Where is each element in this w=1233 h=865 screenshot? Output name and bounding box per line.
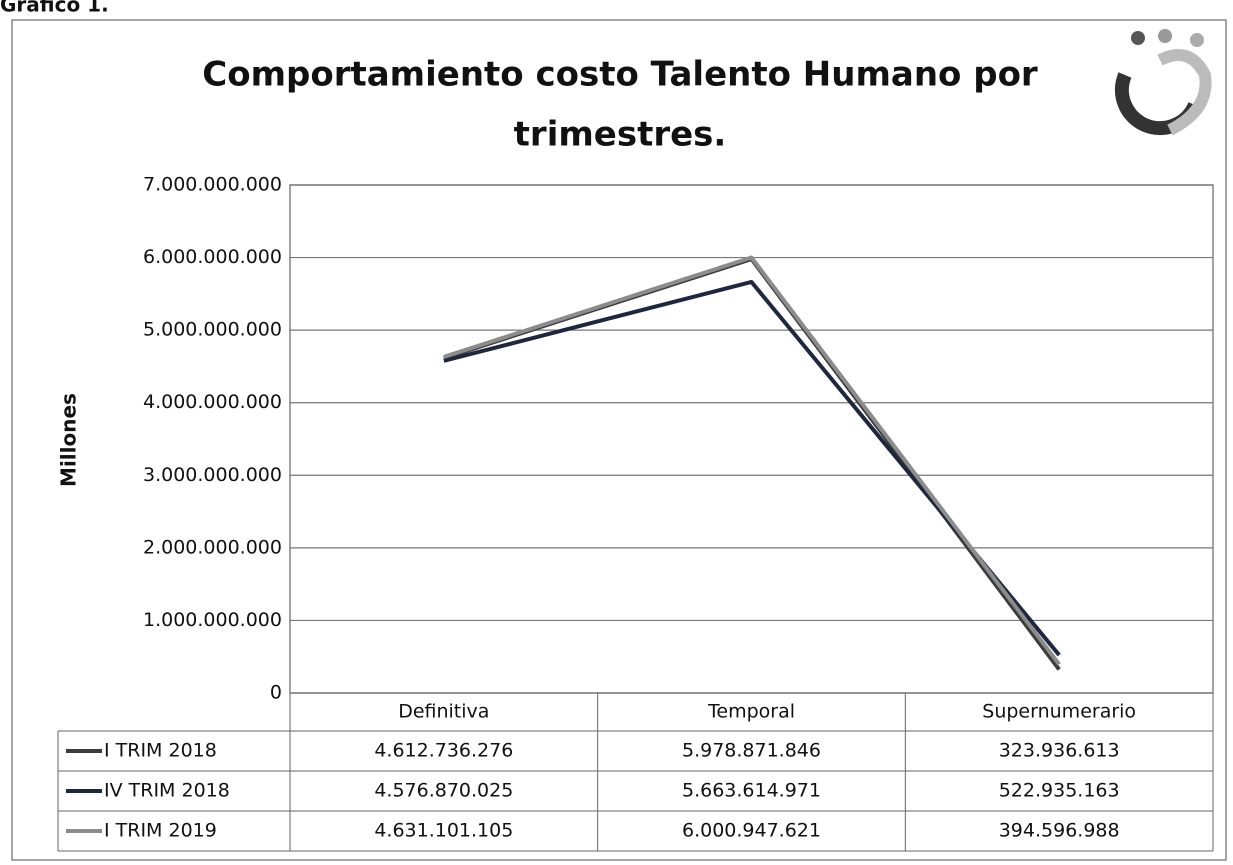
data-label: 394.596.988 [999, 820, 1120, 842]
chart-frame [11, 19, 1227, 861]
chart-title: Comportamiento costo Talento Humano por [202, 55, 1038, 95]
data-label: 5.663.614.971 [682, 780, 821, 802]
y-tick-label: 5.000.000.000 [143, 319, 282, 341]
y-tick-label: 0 [270, 682, 282, 704]
y-tick-label: 4.000.000.000 [143, 391, 282, 413]
plot-frame [289, 184, 1214, 694]
caption: Gráfico 1. [0, 0, 109, 17]
chart-title: trimestres. [514, 115, 727, 155]
series-line [443, 279, 1061, 657]
data-label: 4.612.736.276 [374, 740, 513, 762]
legend-label: I TRIM 2018 [104, 740, 217, 762]
data-label: 323.936.613 [999, 740, 1120, 762]
data-label: 5.978.871.846 [682, 740, 821, 762]
y-tick-label: 3.000.000.000 [143, 464, 282, 486]
legend-label: IV TRIM 2018 [104, 780, 230, 802]
y-axis-label: Millones [57, 393, 81, 487]
y-tick-label: 1.000.000.000 [143, 609, 282, 631]
series-line [443, 257, 1061, 671]
data-label: 4.631.101.105 [374, 820, 513, 842]
x-tick-label: Definitiva [398, 701, 489, 723]
y-tick-label: 6.000.000.000 [143, 246, 282, 268]
data-label: 6.000.947.621 [682, 820, 821, 842]
x-tick-label: Temporal [707, 701, 795, 723]
legend-label: I TRIM 2019 [104, 820, 217, 842]
x-tick-label: Supernumerario [982, 701, 1136, 723]
y-tick-label: 2.000.000.000 [143, 536, 282, 558]
data-label: 522.935.163 [999, 780, 1120, 802]
series-line [443, 255, 1061, 666]
data-label: 4.576.870.025 [374, 780, 513, 802]
logo [1114, 29, 1212, 136]
y-tick-label: 7.000.000.000 [143, 174, 282, 196]
